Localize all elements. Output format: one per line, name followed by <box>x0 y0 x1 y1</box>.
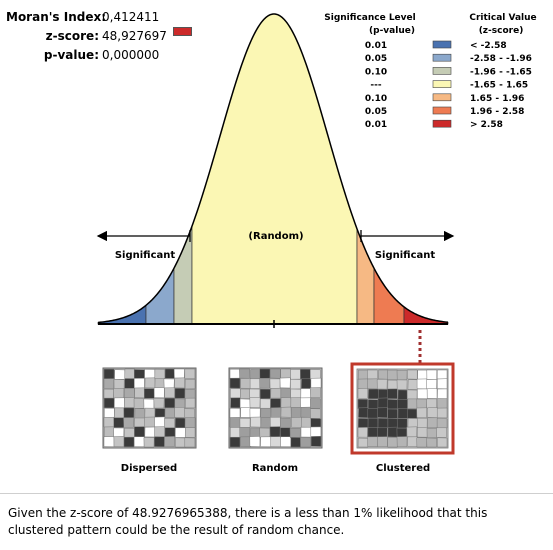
legend-pvalue: 0.10 <box>365 94 387 104</box>
legend-pvalue: 0.05 <box>365 54 387 64</box>
curve-band-4 <box>191 13 358 325</box>
legend-pvalue: 0.10 <box>365 67 387 77</box>
legend-zscore: > 2.58 <box>470 120 503 130</box>
zscore-color-swatch <box>172 27 192 36</box>
legend-zscore: 1.65 - 1.96 <box>470 94 524 104</box>
legend-swatch <box>432 93 452 102</box>
legend-swatch <box>432 119 452 128</box>
legend-zscore: -1.65 - 1.65 <box>470 81 528 91</box>
legend-pvalue: 0.05 <box>365 107 387 117</box>
significant-left-label: Significant <box>115 250 176 261</box>
legend-pvalue: --- <box>370 81 381 91</box>
pvalue-value: 0,000000 <box>102 48 160 62</box>
random-label: (Random) <box>248 231 303 242</box>
statistics-panel: Moran's Index: 0,412411 z-score: 48,9276… <box>6 8 192 65</box>
legend-zscore: -2.58 - -1.96 <box>470 54 532 64</box>
random-pattern-label: Random <box>252 463 298 474</box>
legend-pvalue: 0.01 <box>365 120 387 130</box>
dispersed-label: Dispersed <box>121 463 177 474</box>
normal-curve-diagram: (Random) Significant Significant Signifi… <box>96 13 537 474</box>
legend-swatch <box>432 40 452 49</box>
legend-zscore: < -2.58 <box>470 41 507 51</box>
zscore-value: 48,927697 <box>102 29 167 43</box>
legend: Significance Level (p-value) Critical Va… <box>324 13 536 130</box>
morans-index-value: 0,412411 <box>102 10 160 24</box>
legend-crit-header-2: (z-score) <box>479 26 524 36</box>
legend-sig-header-1: Significance Level <box>324 13 415 23</box>
divider <box>0 493 553 494</box>
random-map <box>228 367 323 449</box>
legend-crit-header-1: Critical Value <box>469 13 536 23</box>
zscore-row: z-score: 48,927697 <box>6 27 192 46</box>
legend-swatch <box>432 53 452 62</box>
dispersed-map <box>102 367 197 449</box>
result-caption: Given the z-score of 48.9276965388, ther… <box>8 506 488 537</box>
legend-sig-header-2: (p-value) <box>369 26 415 36</box>
clustered-map <box>350 362 455 455</box>
curve-bands <box>97 13 449 325</box>
morans-index-label: Moran's Index: <box>6 10 107 24</box>
legend-zscore: 1.96 - 2.58 <box>470 107 524 117</box>
pvalue-row: p-value: 0,000000 <box>6 46 192 65</box>
zscore-label: z-score: <box>45 29 99 43</box>
curve-band-3 <box>173 226 193 325</box>
morans-index-row: Moran's Index: 0,412411 <box>6 8 192 27</box>
curve-band-5 <box>356 228 375 325</box>
significant-right-label: Significant <box>375 250 436 261</box>
clustered-label: Clustered <box>376 463 430 474</box>
pvalue-label: p-value: <box>43 48 99 62</box>
legend-pvalue: 0.01 <box>365 41 387 51</box>
legend-swatch <box>432 80 452 88</box>
legend-swatch <box>432 67 452 75</box>
bell-curve-outline <box>97 13 449 324</box>
legend-swatch <box>432 106 452 115</box>
legend-zscore: -1.96 - -1.65 <box>470 67 532 77</box>
